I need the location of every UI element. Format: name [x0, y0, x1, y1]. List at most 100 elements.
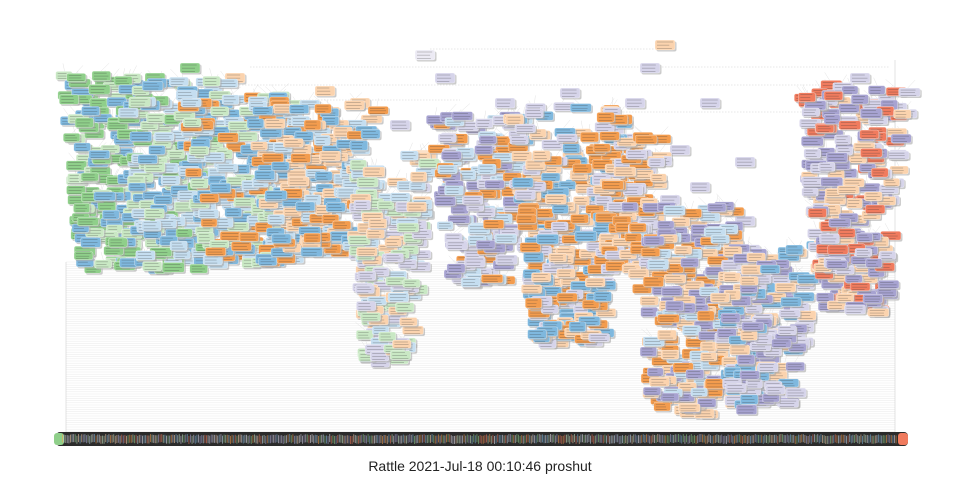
- tree-node: [128, 97, 152, 109]
- tree-node: [314, 85, 337, 98]
- tree-node: [63, 133, 82, 144]
- tree-node: [142, 81, 165, 93]
- tree-node: [160, 175, 182, 187]
- tree-node: [144, 208, 166, 220]
- tree-edge: [802, 84, 808, 93]
- tree-node: [74, 117, 95, 130]
- tree-edge: [563, 119, 571, 129]
- tree-edge: [376, 98, 379, 107]
- tree-edge: [122, 68, 125, 77]
- tree-edge: [435, 107, 438, 116]
- tree-edge: [884, 223, 890, 232]
- tree-node: [169, 240, 189, 252]
- tree-node: [135, 250, 157, 262]
- tree-node: [108, 237, 129, 249]
- tree-edge: [132, 65, 137, 74]
- tree-edge: [534, 95, 536, 104]
- tree-edge: [370, 157, 375, 166]
- tree-edge: [72, 125, 76, 135]
- tree-edge: [581, 120, 583, 129]
- tree-node: [66, 73, 88, 84]
- tree-edge: [570, 194, 573, 203]
- tree-node: [734, 156, 757, 169]
- tree-node: [88, 150, 112, 161]
- tree-edge: [100, 251, 104, 260]
- tree-node: [148, 145, 167, 157]
- tree-node: [80, 172, 101, 183]
- tree-node: [494, 97, 517, 110]
- tree-node: [137, 154, 159, 166]
- tree-edge: [209, 68, 212, 77]
- tree-edge: [98, 138, 105, 147]
- tree-edge: [75, 65, 84, 74]
- tree-edge: [873, 77, 878, 86]
- tree-node: [153, 195, 174, 206]
- tree-edge: [279, 83, 289, 92]
- tree-edge: [62, 63, 65, 72]
- tree-node-box: [80, 172, 99, 182]
- tree-edge: [813, 220, 817, 229]
- tree-nodes: [55, 39, 922, 420]
- tree-node: [73, 251, 95, 262]
- tree-edge: [257, 84, 267, 94]
- tree-node-box: [129, 131, 152, 142]
- tree-edge: [270, 84, 278, 93]
- tree-node: [88, 84, 112, 96]
- tree-node: [669, 144, 692, 157]
- tree-node: [639, 62, 662, 75]
- tree-edge: [252, 84, 259, 93]
- tree-node: [91, 70, 113, 83]
- tree-edge: [691, 200, 694, 209]
- tree-node: [94, 259, 114, 270]
- tree-node: [141, 220, 163, 233]
- tree-edge: [100, 63, 110, 72]
- tree-edge: [660, 126, 669, 135]
- tree-edge: [460, 103, 470, 112]
- tree-edge: [788, 236, 795, 246]
- tree-node: [389, 119, 412, 132]
- tree-edge: [170, 69, 179, 78]
- tree-node: [93, 191, 118, 203]
- tree-node: [142, 261, 164, 273]
- tree-node: [849, 72, 872, 85]
- tree-node: [129, 131, 154, 143]
- tree-edge: [484, 110, 486, 119]
- tree-edge: [698, 196, 707, 205]
- tree-edge: [112, 68, 120, 77]
- tree-node-box: [88, 84, 111, 95]
- tree-node: [80, 237, 103, 249]
- tree-node: [175, 228, 194, 239]
- tree-node: [169, 76, 190, 88]
- tree-edge: [522, 106, 525, 115]
- tree-edge: [815, 80, 821, 89]
- tree-node: [128, 182, 148, 193]
- tree-edge: [396, 169, 401, 178]
- tree-node: [76, 217, 100, 228]
- tree-node: [81, 106, 102, 117]
- tree-edge: [632, 124, 643, 133]
- tree-edge: [355, 111, 362, 120]
- tree-node: [434, 72, 457, 85]
- tree-node: [414, 49, 437, 62]
- tree-node: [202, 76, 222, 88]
- tree-edge: [824, 72, 830, 81]
- tree-node: [624, 97, 647, 110]
- tree-node: [559, 87, 582, 100]
- tree-edge: [748, 236, 750, 245]
- tree-node: [179, 62, 202, 75]
- tree-node: [146, 113, 167, 125]
- tree-node: [73, 203, 92, 214]
- tree-edge: [68, 152, 76, 161]
- tree-edge: [659, 144, 666, 153]
- tree-edge: [409, 142, 413, 151]
- tree-edge: [448, 255, 457, 264]
- tree-node: [654, 39, 677, 52]
- tree-edge: [308, 91, 315, 101]
- tree-edge: [420, 142, 429, 151]
- tree-node: [699, 97, 722, 110]
- tree-node: [167, 150, 187, 160]
- tree-edge: [422, 143, 428, 152]
- tree-edge: [907, 79, 916, 89]
- tree-node: [102, 210, 121, 221]
